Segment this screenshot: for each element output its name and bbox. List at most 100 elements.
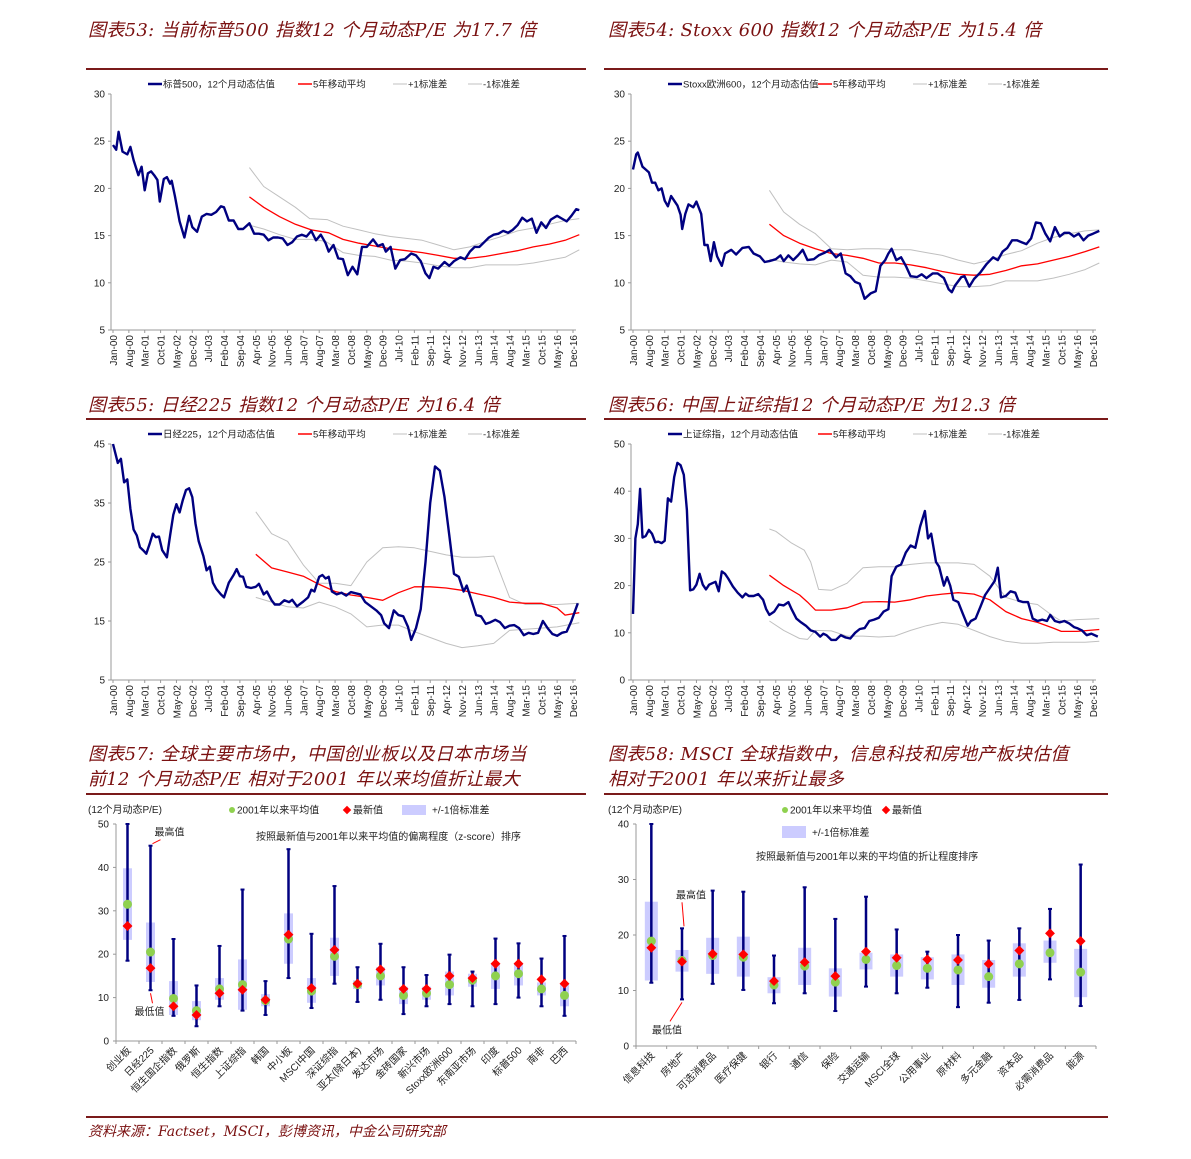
svg-text:20: 20 [618, 931, 630, 942]
series-line [769, 574, 1100, 633]
svg-text:Dec-16: Dec-16 [569, 685, 580, 718]
svg-text:May-02: May-02 [692, 335, 703, 369]
svg-text:40: 40 [614, 487, 626, 498]
svg-text:Jan-00: Jan-00 [629, 685, 640, 716]
svg-text:25: 25 [94, 137, 106, 148]
svg-text:Apr-12: Apr-12 [442, 335, 453, 365]
series-line [631, 151, 1100, 300]
svg-text:Jan-07: Jan-07 [299, 685, 310, 716]
svg-text:5年移动平均: 5年移动平均 [833, 429, 886, 441]
box-item [444, 953, 455, 1006]
category-label: 南非 [524, 1044, 547, 1067]
box-item [490, 937, 501, 1006]
svg-text:Jul-10: Jul-10 [915, 335, 926, 363]
box-item [859, 895, 873, 988]
svg-text:Apr-05: Apr-05 [252, 685, 263, 715]
chart-57-title-line1: 图表57: 全球主要市场中，中国创业板以及日本市场当 [88, 744, 527, 765]
svg-text:May-09: May-09 [883, 335, 894, 369]
svg-text:5: 5 [99, 326, 105, 337]
box-item [306, 932, 317, 1010]
svg-text:Nov-05: Nov-05 [268, 335, 279, 368]
series-line [768, 190, 1100, 265]
box-item [168, 938, 179, 1017]
svg-text:Jan-00: Jan-00 [629, 335, 640, 366]
svg-text:Oct-01: Oct-01 [677, 685, 688, 715]
legend: 2001年以来平均值 最新值 +/-1倍标准差 [229, 804, 490, 817]
svg-text:2001年以来平均值: 2001年以来平均值 [237, 804, 319, 817]
svg-text:20: 20 [94, 184, 106, 195]
series-line [769, 528, 1100, 622]
svg-text:5: 5 [99, 676, 105, 687]
svg-text:15: 15 [94, 617, 106, 628]
svg-text:Apr-12: Apr-12 [962, 335, 973, 365]
source-note: 资料来源：Factset，MSCI，彭博资讯，中金公司研究部 [88, 1124, 446, 1140]
chart-56-rule [604, 418, 1108, 420]
box-item [1012, 927, 1026, 1001]
sort-note: 按照最新值与2001年以来平均值的偏离程度（z-score）排序 [256, 830, 521, 843]
svg-text:20: 20 [614, 184, 626, 195]
footer-rule [86, 1116, 1108, 1118]
svg-text:Nov-12: Nov-12 [458, 685, 469, 718]
svg-text:最新值: 最新值 [892, 804, 922, 817]
chart-54-title: 图表54: Stoxx 600 指数12 个月动态P/E 为15.4 倍 [608, 20, 1042, 41]
svg-text:Oct-08: Oct-08 [867, 685, 878, 715]
chart-55-plot: 日经225，12个月动态估值 5年移动平均 +1标准差 -1标准差 5 15 25 35 45 J… [94, 429, 580, 719]
box-item [283, 848, 294, 980]
svg-text:Mar-15: Mar-15 [521, 685, 532, 717]
series-line [111, 443, 579, 642]
svg-text:Dec-09: Dec-09 [899, 335, 910, 368]
svg-text:45: 45 [94, 440, 106, 451]
svg-text:Oct-15: Oct-15 [1057, 685, 1068, 715]
svg-text:Oct-01: Oct-01 [157, 685, 168, 715]
svg-text:5年移动平均: 5年移动平均 [313, 429, 366, 441]
box-item [736, 890, 750, 991]
svg-text:Jan-00: Jan-00 [109, 685, 120, 716]
annot-low: 最低值 [135, 1005, 165, 1018]
svg-text:Sep-11: Sep-11 [946, 335, 957, 367]
svg-text:Oct-01: Oct-01 [677, 335, 688, 365]
svg-text:标普500，12个月动态估值: 标普500，12个月动态估值 [163, 79, 275, 91]
svg-text:+1标准差: +1标准差 [928, 79, 967, 91]
svg-text:-1标准差: -1标准差 [483, 79, 520, 91]
svg-text:Feb-11: Feb-11 [930, 335, 941, 366]
box-item [421, 974, 432, 1008]
svg-text:Sep-04: Sep-04 [236, 335, 247, 368]
svg-text:10: 10 [614, 628, 626, 639]
svg-text:Nov-12: Nov-12 [458, 335, 469, 368]
series-line [255, 553, 580, 616]
svg-text:Dec-16: Dec-16 [569, 335, 580, 368]
box-item [828, 917, 842, 1013]
svg-text:Nov-05: Nov-05 [788, 335, 799, 368]
svg-text:Jan-00: Jan-00 [109, 335, 120, 366]
svg-text:Aug-14: Aug-14 [506, 685, 517, 718]
svg-text:May-09: May-09 [363, 335, 374, 369]
svg-text:Jul-10: Jul-10 [395, 685, 406, 713]
svg-text:Apr-12: Apr-12 [962, 685, 973, 715]
legend: 上证综指，12个月动态估值 5年移动平均 +1标准差 -1标准差 [668, 429, 1040, 441]
svg-text:10: 10 [614, 278, 626, 289]
svg-text:Jul-10: Jul-10 [395, 335, 406, 363]
box-item [706, 889, 720, 985]
svg-text:Oct-15: Oct-15 [537, 335, 548, 365]
category-label: 银行 [757, 1049, 780, 1072]
legend: 2001年以来平均值 最新值 +/-1倍标准差 [782, 804, 922, 839]
category-label: 多元金融 [957, 1049, 994, 1086]
svg-text:Aug-07: Aug-07 [835, 685, 846, 718]
svg-text:Dec-02: Dec-02 [708, 335, 719, 368]
svg-text:Jan-14: Jan-14 [490, 335, 501, 366]
svg-text:May-16: May-16 [553, 335, 564, 369]
svg-text:May-09: May-09 [883, 685, 894, 719]
svg-text:最新值: 最新值 [353, 804, 383, 817]
svg-text:40: 40 [618, 820, 630, 831]
svg-text:Nov-05: Nov-05 [788, 685, 799, 718]
svg-text:Nov-05: Nov-05 [268, 685, 279, 718]
svg-text:Sep-04: Sep-04 [236, 685, 247, 718]
svg-text:5年移动平均: 5年移动平均 [833, 79, 886, 91]
category-label: 公用事业 [896, 1049, 933, 1086]
svg-text:Oct-08: Oct-08 [867, 335, 878, 365]
svg-text:Feb-11: Feb-11 [410, 335, 421, 366]
svg-text:Feb-11: Feb-11 [930, 685, 941, 716]
svg-text:Feb-11: Feb-11 [410, 685, 421, 716]
svg-text:Feb-04: Feb-04 [740, 335, 751, 367]
chart-58-title-line1: 图表58: MSCI 全球指数中，信息科技和房地产板块估值 [608, 744, 1069, 765]
